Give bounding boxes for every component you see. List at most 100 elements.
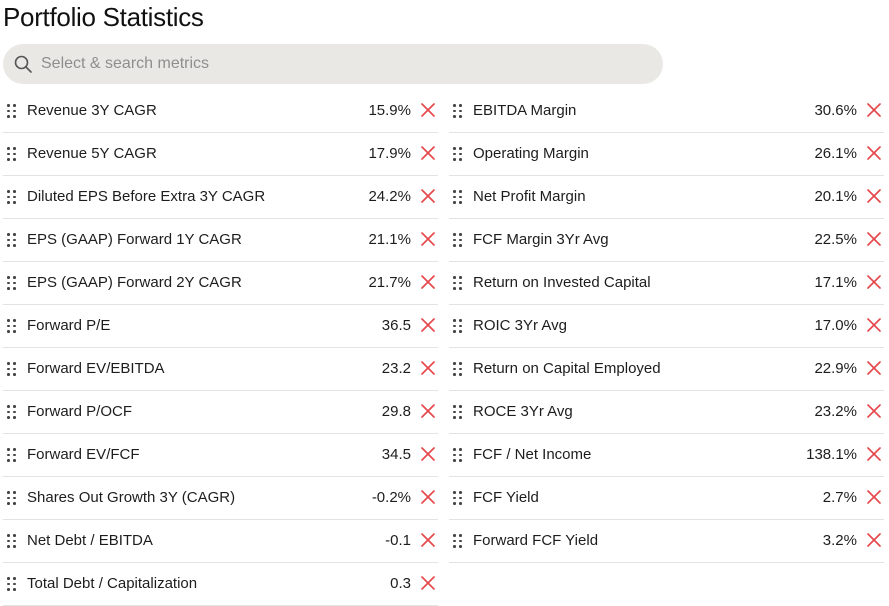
- remove-icon[interactable]: [420, 231, 436, 247]
- metric-row: Return on Invested Capital 17.1%: [449, 262, 884, 305]
- metric-label: Total Debt / Capitalization: [27, 575, 198, 592]
- remove-icon[interactable]: [420, 532, 436, 548]
- page-title: Portfolio Statistics: [3, 2, 204, 32]
- remove-icon[interactable]: [420, 188, 436, 204]
- drag-handle-icon[interactable]: [453, 233, 463, 247]
- remove-icon[interactable]: [866, 145, 882, 161]
- remove-icon[interactable]: [866, 274, 882, 290]
- drag-handle-icon[interactable]: [7, 577, 17, 591]
- remove-icon[interactable]: [420, 403, 436, 419]
- metric-value: 21.1%: [368, 231, 411, 248]
- remove-icon[interactable]: [866, 188, 882, 204]
- drag-handle-icon[interactable]: [7, 319, 17, 333]
- metric-row: Operating Margin 26.1%: [449, 133, 884, 176]
- metric-value: 22.5%: [814, 231, 857, 248]
- metric-row: Return on Capital Employed 22.9%: [449, 348, 884, 391]
- metric-row: FCF / Net Income 138.1%: [449, 434, 884, 477]
- metric-label: Net Debt / EBITDA: [27, 532, 153, 549]
- metric-value: 17.1%: [814, 274, 857, 291]
- remove-icon[interactable]: [420, 489, 436, 505]
- metric-label: Shares Out Growth 3Y (CAGR): [27, 489, 236, 506]
- metric-value: 23.2: [381, 360, 411, 377]
- drag-handle-icon[interactable]: [7, 362, 17, 376]
- metric-value: 22.9%: [814, 360, 857, 377]
- remove-icon[interactable]: [420, 317, 436, 333]
- metric-row: ROIC 3Yr Avg 17.0%: [449, 305, 884, 348]
- remove-icon[interactable]: [866, 360, 882, 376]
- remove-icon[interactable]: [420, 575, 436, 591]
- drag-handle-icon[interactable]: [453, 448, 463, 462]
- metric-row: Forward P/E 36.5: [3, 305, 438, 348]
- metric-label: Revenue 5Y CAGR: [27, 145, 157, 162]
- remove-icon[interactable]: [866, 403, 882, 419]
- search-bar[interactable]: [3, 44, 663, 84]
- metric-row: EPS (GAAP) Forward 1Y CAGR 21.1%: [3, 219, 438, 262]
- drag-handle-icon[interactable]: [453, 276, 463, 290]
- metric-label: Forward P/E: [27, 317, 111, 334]
- drag-handle-icon[interactable]: [453, 534, 463, 548]
- metric-label: ROIC 3Yr Avg: [473, 317, 567, 334]
- metric-value: 29.8: [381, 403, 411, 420]
- metric-row: Diluted EPS Before Extra 3Y CAGR 24.2%: [3, 176, 438, 219]
- drag-handle-icon[interactable]: [453, 147, 463, 161]
- search-input[interactable]: [39, 44, 641, 84]
- drag-handle-icon[interactable]: [7, 233, 17, 247]
- metric-row: Forward FCF Yield 3.2%: [449, 520, 884, 563]
- metric-value: 30.6%: [814, 102, 857, 119]
- drag-handle-icon[interactable]: [7, 276, 17, 290]
- metric-label: EPS (GAAP) Forward 2Y CAGR: [27, 274, 242, 291]
- metric-row: Revenue 5Y CAGR 17.9%: [3, 133, 438, 176]
- remove-icon[interactable]: [420, 274, 436, 290]
- metric-value: 3.2%: [822, 532, 857, 549]
- metric-value: 34.5: [381, 446, 411, 463]
- drag-handle-icon[interactable]: [453, 405, 463, 419]
- drag-handle-icon[interactable]: [7, 104, 17, 118]
- metric-value: 36.5: [381, 317, 411, 334]
- metric-label: Forward P/OCF: [27, 403, 133, 420]
- metric-value: 2.7%: [822, 489, 857, 506]
- metric-label: Operating Margin: [473, 145, 589, 162]
- metric-row: Forward EV/FCF 34.5: [3, 434, 438, 477]
- metric-row: FCF Margin 3Yr Avg 22.5%: [449, 219, 884, 262]
- drag-handle-icon[interactable]: [7, 534, 17, 548]
- metric-value: 15.9%: [368, 102, 411, 119]
- drag-handle-icon[interactable]: [7, 147, 17, 161]
- metrics-column-left: Revenue 3Y CAGR 15.9% Revenue 5Y CAGR 17…: [3, 90, 438, 606]
- metric-label: Return on Capital Employed: [473, 360, 661, 377]
- metric-value: 138.1%: [806, 446, 857, 463]
- remove-icon[interactable]: [866, 446, 882, 462]
- metric-label: Net Profit Margin: [473, 188, 586, 205]
- metric-value: 20.1%: [814, 188, 857, 205]
- metric-row: EBITDA Margin 30.6%: [449, 90, 884, 133]
- drag-handle-icon[interactable]: [453, 104, 463, 118]
- metric-value: 0.3: [390, 575, 411, 592]
- drag-handle-icon[interactable]: [7, 448, 17, 462]
- metric-value: -0.2%: [371, 489, 411, 506]
- drag-handle-icon[interactable]: [453, 319, 463, 333]
- metric-value: 24.2%: [368, 188, 411, 205]
- remove-icon[interactable]: [420, 145, 436, 161]
- drag-handle-icon[interactable]: [453, 362, 463, 376]
- remove-icon[interactable]: [866, 489, 882, 505]
- metric-row: ROCE 3Yr Avg 23.2%: [449, 391, 884, 434]
- metric-label: ROCE 3Yr Avg: [473, 403, 573, 420]
- metric-row: Forward EV/EBITDA 23.2: [3, 348, 438, 391]
- remove-icon[interactable]: [420, 446, 436, 462]
- remove-icon[interactable]: [420, 360, 436, 376]
- drag-handle-icon[interactable]: [453, 190, 463, 204]
- drag-handle-icon[interactable]: [7, 190, 17, 204]
- drag-handle-icon[interactable]: [7, 491, 17, 505]
- metric-label: Forward FCF Yield: [473, 532, 599, 549]
- metric-row: Net Profit Margin 20.1%: [449, 176, 884, 219]
- drag-handle-icon[interactable]: [453, 491, 463, 505]
- remove-icon[interactable]: [420, 102, 436, 118]
- remove-icon[interactable]: [866, 532, 882, 548]
- metric-label: FCF Margin 3Yr Avg: [473, 231, 609, 248]
- metric-row: Revenue 3Y CAGR 15.9%: [3, 90, 438, 133]
- remove-icon[interactable]: [866, 231, 882, 247]
- remove-icon[interactable]: [866, 102, 882, 118]
- remove-icon[interactable]: [866, 317, 882, 333]
- metric-label: Diluted EPS Before Extra 3Y CAGR: [27, 188, 266, 205]
- drag-handle-icon[interactable]: [7, 405, 17, 419]
- metric-value: -0.1: [385, 532, 411, 549]
